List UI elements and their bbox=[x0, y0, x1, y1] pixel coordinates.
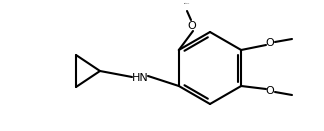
Text: O: O bbox=[266, 86, 274, 96]
Text: methoxy: methoxy bbox=[184, 2, 190, 4]
Text: O: O bbox=[266, 38, 274, 48]
Text: HN: HN bbox=[132, 73, 148, 83]
Text: O: O bbox=[188, 21, 196, 31]
